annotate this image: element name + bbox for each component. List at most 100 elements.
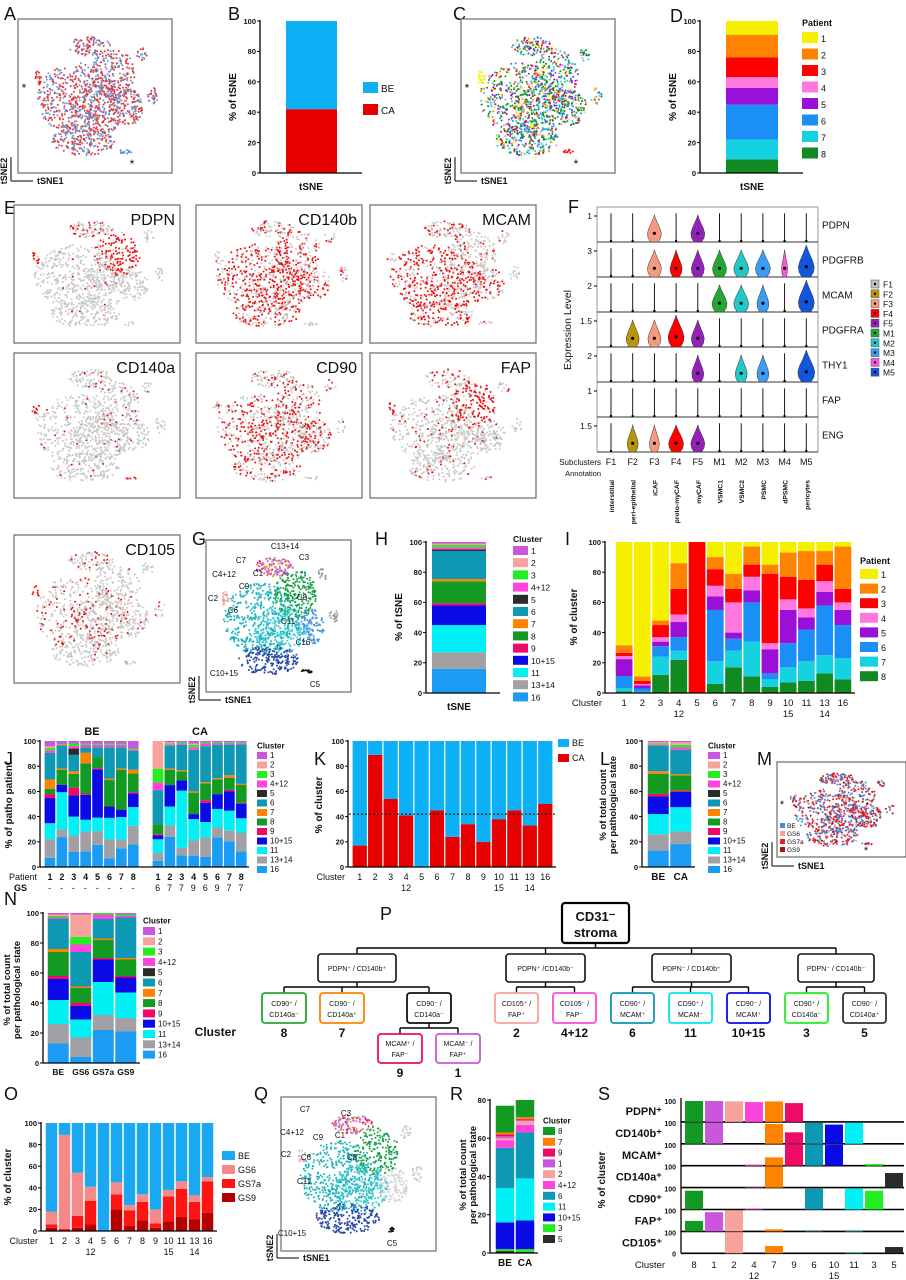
tsne-point xyxy=(43,264,46,267)
tsne-point xyxy=(544,85,546,88)
tsne-point xyxy=(113,311,116,314)
tsne-point xyxy=(292,235,294,238)
tsne-point xyxy=(114,235,117,238)
tsne-point xyxy=(52,301,55,304)
tsne-point xyxy=(134,118,137,121)
tsne-point xyxy=(289,269,292,272)
tsne-point xyxy=(104,123,107,126)
tsne-point xyxy=(561,103,564,106)
tsne-point xyxy=(286,260,289,263)
panel-label-N: N xyxy=(4,889,17,909)
tsne-point xyxy=(52,105,55,108)
tsne-point xyxy=(224,283,227,286)
tsne-point xyxy=(61,121,64,124)
tsne-point xyxy=(137,271,140,274)
tsne-point xyxy=(39,273,42,276)
tsne-point xyxy=(105,260,108,263)
tsne-point xyxy=(129,88,132,91)
tsne-point xyxy=(278,246,281,249)
tsne-point xyxy=(104,311,107,314)
tsne-point xyxy=(518,102,521,104)
tsne-point xyxy=(111,93,113,96)
tsne-point xyxy=(546,94,548,97)
tsne-point xyxy=(99,271,102,274)
tsne-point xyxy=(518,70,521,73)
tsne-point xyxy=(283,302,286,305)
tsne-point xyxy=(107,101,109,104)
tsne-point xyxy=(130,95,133,98)
tsne-point xyxy=(281,302,284,304)
tsne-point xyxy=(512,88,515,91)
tsne-point xyxy=(580,49,583,52)
tsne-point xyxy=(82,106,84,109)
tsne-point xyxy=(57,301,60,304)
tsne-point xyxy=(106,117,109,120)
tsne-point xyxy=(94,263,97,266)
tsne-point xyxy=(121,64,124,67)
tsne-point xyxy=(118,120,121,123)
tsne-point xyxy=(505,104,508,107)
tsne-point xyxy=(450,223,453,226)
tsne-point xyxy=(61,90,64,93)
tsne-point xyxy=(241,272,244,275)
tsne-point xyxy=(79,66,82,69)
tsne-point xyxy=(315,271,318,273)
tsne-point xyxy=(540,46,543,49)
tsne-point xyxy=(548,99,551,102)
tsne-point xyxy=(34,271,37,274)
tsne-point xyxy=(102,111,105,114)
tsne-point xyxy=(540,70,543,73)
panel-label-R: R xyxy=(450,1084,463,1104)
tsne-point xyxy=(77,143,80,146)
tsne-point xyxy=(152,98,155,101)
tsne-point xyxy=(246,293,249,296)
tsne-point xyxy=(538,102,540,105)
tsne-point xyxy=(571,113,573,116)
tsne-point xyxy=(53,134,56,137)
tsne-point xyxy=(521,81,524,84)
tsne-point xyxy=(105,249,108,252)
tsne-point xyxy=(491,97,494,100)
tsne-point xyxy=(536,36,539,39)
tsne-point xyxy=(292,295,295,298)
tsne-point xyxy=(75,306,78,308)
tsne-point xyxy=(567,102,570,105)
tsne-point xyxy=(103,84,106,87)
tsne-point xyxy=(577,117,580,120)
tsne-point xyxy=(33,274,36,276)
tsne-point xyxy=(93,81,96,84)
tsne-point xyxy=(540,130,543,133)
tsne-point xyxy=(490,103,493,106)
tsne-point xyxy=(100,61,103,64)
tsne-point xyxy=(248,317,251,320)
tsne-point xyxy=(80,135,82,138)
tsne-point xyxy=(260,256,263,259)
tsne-point xyxy=(523,45,526,48)
tsne-point xyxy=(274,320,276,323)
tsne-point xyxy=(147,95,150,98)
tsne-point xyxy=(73,267,76,270)
tsne-point xyxy=(146,237,149,240)
tsne-point xyxy=(47,106,50,109)
tsne-point xyxy=(272,300,275,303)
tsne-point xyxy=(301,282,304,285)
tsne-point xyxy=(131,115,134,118)
tsne-point xyxy=(71,132,74,134)
tsne-point xyxy=(515,73,518,76)
tsne-point xyxy=(251,250,253,252)
tsne-point xyxy=(76,47,79,50)
tsne-point xyxy=(502,124,505,127)
tsne-point xyxy=(70,99,73,102)
tsne-point xyxy=(81,69,84,72)
tsne-point xyxy=(547,86,550,89)
tsne-point xyxy=(114,258,117,261)
tsne-point xyxy=(295,263,298,266)
tsne-point xyxy=(309,321,312,324)
tsne-point xyxy=(270,305,273,308)
tsne-point xyxy=(81,315,84,318)
tsne-point xyxy=(95,52,98,55)
tsne-point xyxy=(546,88,549,90)
tsne-point xyxy=(281,317,284,320)
tsne-point xyxy=(137,108,140,111)
tsne-point xyxy=(76,247,79,250)
